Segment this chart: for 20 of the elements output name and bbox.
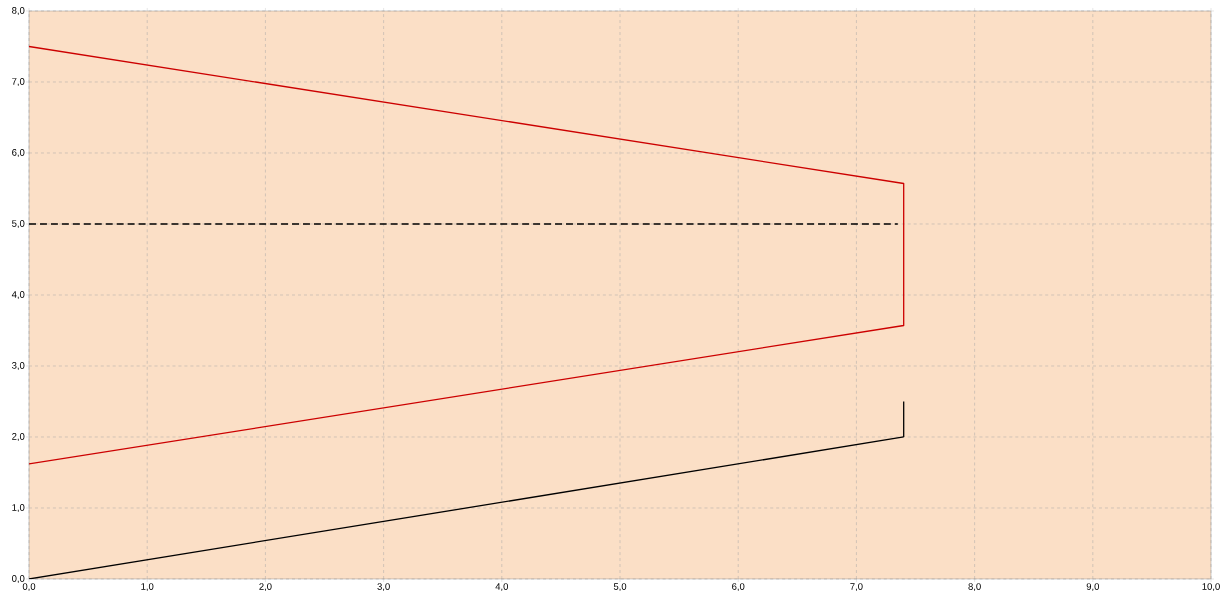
x-tick-label: 8,0	[968, 583, 981, 592]
y-tick-label: 5,0	[12, 220, 25, 228]
x-tick-label: 9,0	[1086, 583, 1100, 592]
y-tick-label: 3,0	[12, 362, 25, 370]
x-tick-label: 7,0	[850, 583, 863, 592]
y-tick-label: 1,0	[12, 504, 25, 512]
x-tick-label: 5,0	[613, 583, 627, 592]
y-tick-label: 8,0	[12, 7, 25, 15]
x-tick-label: 4,0	[495, 583, 509, 592]
x-tick-label: 1,0	[141, 583, 154, 592]
y-tick-label: 0,0	[12, 575, 25, 583]
y-tick-label: 2,0	[12, 433, 25, 441]
y-tick-label: 6,0	[12, 149, 25, 157]
x-tick-label: 6,0	[732, 583, 745, 592]
y-tick-label: 4,0	[11, 291, 25, 299]
x-tick-label: 3,0	[377, 583, 390, 592]
x-tick-label: 2,0	[259, 583, 272, 592]
y-tick-label: 7,0	[12, 78, 25, 86]
x-tick-label: 10,0	[1202, 583, 1220, 592]
x-tick-label: 0,0	[22, 583, 36, 592]
